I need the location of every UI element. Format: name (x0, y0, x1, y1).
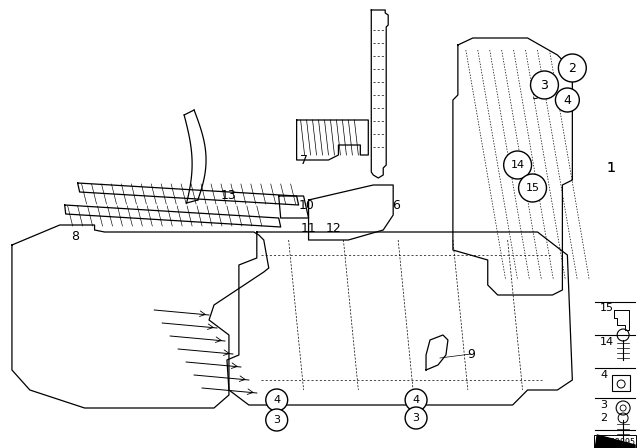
Text: 4: 4 (600, 370, 607, 380)
Text: 3: 3 (541, 78, 548, 91)
Text: 4: 4 (563, 94, 572, 107)
Text: 11: 11 (301, 221, 316, 234)
Circle shape (504, 151, 532, 179)
Text: 3: 3 (413, 413, 420, 423)
Text: 5: 5 (532, 89, 540, 102)
Circle shape (266, 409, 287, 431)
Text: 15: 15 (525, 183, 540, 193)
Text: 9: 9 (467, 348, 475, 361)
Text: 4: 4 (413, 395, 420, 405)
Text: 00152895: 00152895 (595, 438, 635, 447)
Text: 7: 7 (300, 154, 308, 167)
Text: 10: 10 (299, 198, 314, 211)
Circle shape (518, 174, 547, 202)
Text: 3: 3 (600, 400, 607, 410)
Text: 8: 8 (70, 229, 79, 242)
Text: 13: 13 (221, 189, 237, 202)
Text: 6: 6 (392, 198, 400, 211)
Circle shape (405, 407, 427, 429)
Text: 4: 4 (273, 395, 280, 405)
Text: 2: 2 (568, 61, 576, 74)
Polygon shape (595, 435, 635, 448)
Text: 15: 15 (600, 303, 614, 313)
Text: 1: 1 (607, 161, 616, 175)
Text: 3: 3 (273, 415, 280, 425)
Text: 14: 14 (600, 337, 614, 347)
Text: 12: 12 (326, 221, 341, 234)
Circle shape (405, 389, 427, 411)
Text: 14: 14 (511, 160, 525, 170)
Circle shape (559, 54, 586, 82)
Circle shape (556, 88, 579, 112)
Text: 1: 1 (607, 161, 616, 175)
Circle shape (266, 389, 287, 411)
Circle shape (531, 71, 559, 99)
Text: 2: 2 (600, 413, 607, 423)
